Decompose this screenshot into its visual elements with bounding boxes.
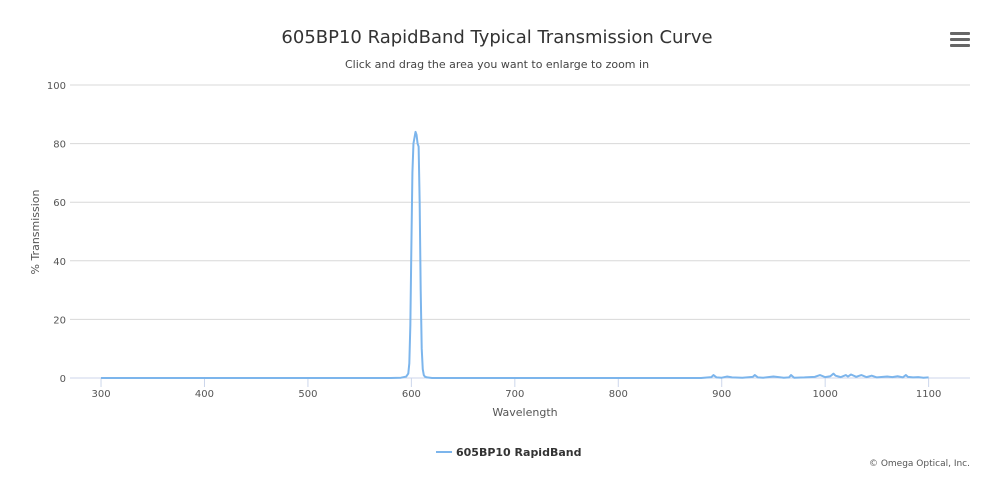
menu-bar: [950, 38, 970, 41]
y-axis-ticks: 0 20 40 60 80 100: [47, 81, 66, 385]
menu-bar: [950, 44, 970, 47]
legend-line-icon: [436, 451, 452, 453]
x-tick-label-300: 300: [91, 389, 110, 400]
y-tick-label-40: 40: [53, 257, 66, 268]
y-axis-label: % Transmission: [29, 189, 42, 274]
y-tick-label-60: 60: [53, 198, 66, 209]
x-tick-label-400: 400: [195, 389, 214, 400]
y-tick-label-80: 80: [53, 140, 66, 151]
y-tick-label-100: 100: [47, 81, 66, 92]
x-tick-label-1000: 1000: [812, 389, 837, 400]
x-tick-label-700: 700: [505, 389, 524, 400]
x-axis: 300 400 500 600 700 800 900 1000 1100: [91, 378, 941, 400]
x-tick-label-500: 500: [298, 389, 317, 400]
x-tick-label-800: 800: [609, 389, 628, 400]
credits[interactable]: © Omega Optical, Inc.: [868, 459, 970, 469]
legend-item[interactable]: 605BP10 RapidBand: [436, 444, 581, 460]
x-tick-label-900: 900: [712, 389, 731, 400]
y-tick-label-0: 0: [60, 374, 66, 385]
series-group: [101, 130, 929, 379]
chart-title: 605BP10 RapidBand Typical Transmission C…: [281, 27, 713, 48]
grid-lines: [70, 84, 970, 379]
y-tick-label-20: 20: [53, 315, 66, 326]
x-tick-label-1100: 1100: [916, 389, 941, 400]
legend-label: 605BP10 RapidBand: [456, 445, 582, 459]
x-axis-label: Wavelength: [492, 406, 557, 419]
x-tick-label-600: 600: [402, 389, 421, 400]
chart-subtitle: Click and drag the area you want to enla…: [344, 58, 650, 71]
hamburger-menu-icon[interactable]: [950, 32, 970, 50]
series-line-0: [101, 130, 929, 379]
menu-bar: [950, 32, 970, 35]
